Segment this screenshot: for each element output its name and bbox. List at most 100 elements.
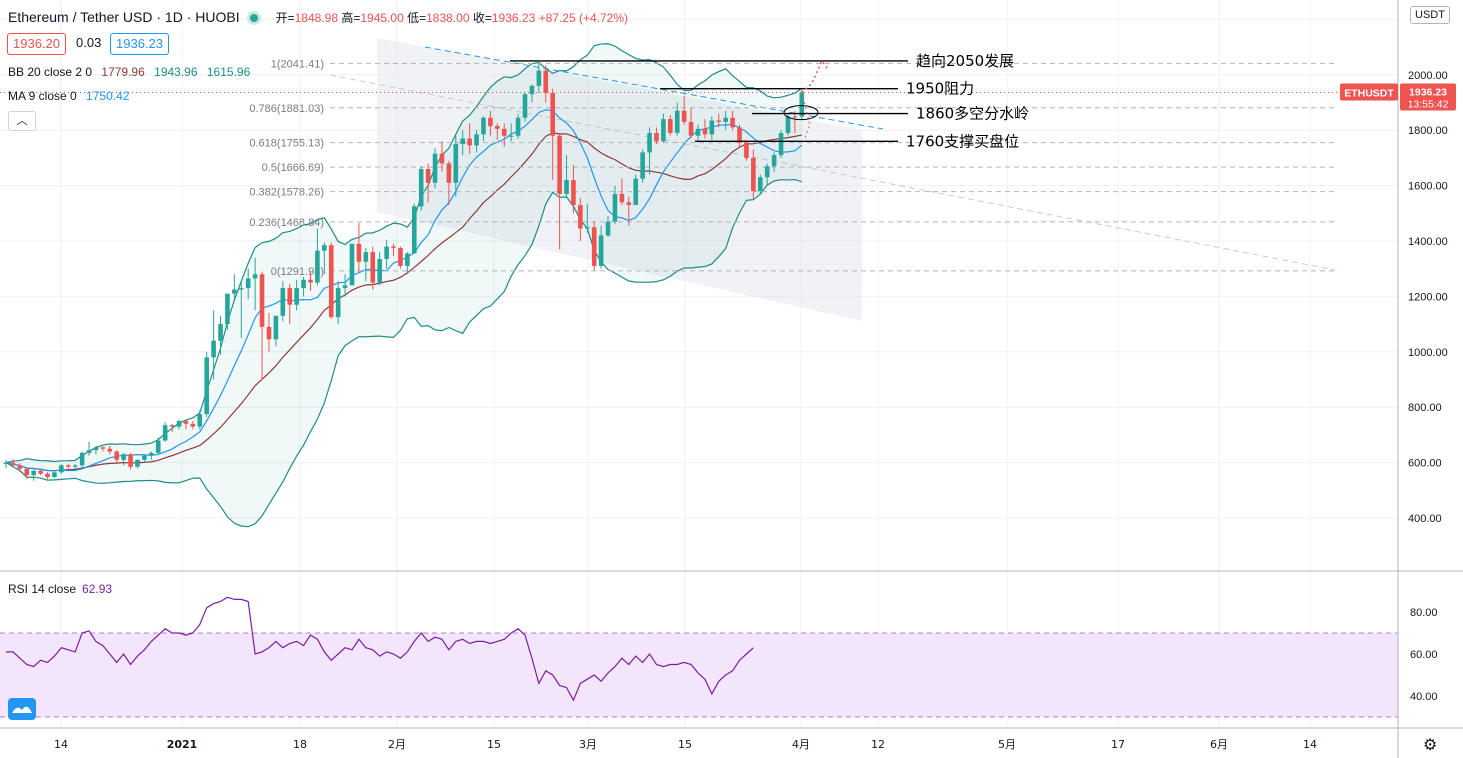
bb-legend[interactable]: BB 20 close 2 0 1779.96 1943.96 1615.96 <box>8 65 251 79</box>
projection-path-down <box>801 92 811 142</box>
candle-body-12-28 <box>162 425 168 441</box>
candle-body-12-20 <box>107 448 113 452</box>
candle-body-01-15 <box>287 288 293 305</box>
candle-body-03-17 <box>709 120 715 135</box>
time-tick-4: 15 <box>487 738 501 751</box>
price-axis[interactable]: 400.00 600.00 800.00 1000.00 1200.00 1400.00 1… <box>1340 70 1456 525</box>
currency-button[interactable]: USDT <box>1410 6 1450 24</box>
candle-body-01-17 <box>301 279 306 289</box>
price-tick-3: 1000.00 <box>1408 347 1448 359</box>
annotations: 趋向2050发展 1950阻力 1860多空分水岭 1760支撑买盘位 <box>510 52 1029 150</box>
bb-upper-value: 1943.96 <box>154 65 198 79</box>
candle-body-03-07 <box>640 152 645 179</box>
highlight-ellipse <box>783 105 819 121</box>
candle-body-12-11 <box>45 473 50 478</box>
annotation-label-3: 1760支撑买盘位 <box>906 132 1019 150</box>
price-tick-0: 400.00 <box>1408 513 1442 525</box>
candle-body-12-31 <box>183 421 189 424</box>
candle-body-03-18 <box>716 120 722 122</box>
symbol-badge-label: ETHUSDT <box>1344 87 1394 99</box>
time-tick-0: 14 <box>54 738 68 751</box>
time-tick-9: 5月 <box>998 738 1016 751</box>
market-status-icon <box>249 13 258 22</box>
candle-body-03-30 <box>799 92 805 117</box>
price-tick-7: 1800.00 <box>1408 125 1448 137</box>
candle-body-03-29 <box>792 116 798 118</box>
symbol-title[interactable]: Ethereum / Tether USD · 1D · HUOBI <box>8 9 240 25</box>
candle-body-01-14 <box>280 288 286 316</box>
time-tick-7: 4月 <box>792 738 810 751</box>
candle-body-01-16 <box>294 288 299 305</box>
candle-body-03-22 <box>744 142 749 158</box>
ma-legend[interactable]: MA 9 close 0 1750.42 <box>8 89 130 103</box>
candle-body-03-12 <box>674 110 680 133</box>
candle-body-02-18 <box>522 94 528 118</box>
candle-body-02-11 <box>474 134 479 146</box>
candle-body-03-08 <box>647 132 652 153</box>
candle-body-12-21 <box>114 451 120 460</box>
candle-body-03-10 <box>661 119 666 142</box>
rsi-band <box>0 633 1398 717</box>
candle-body-03-14 <box>688 121 694 136</box>
ma-line <box>5 109 803 472</box>
candle-body-01-05 <box>218 324 223 341</box>
candle-body-03-11 <box>668 119 673 133</box>
candle-body-03-13 <box>681 110 687 122</box>
candle-body-03-15 <box>695 128 701 136</box>
candle-body-01-21 <box>328 245 334 318</box>
bb-lower-line <box>5 179 802 528</box>
candle-body-01-27 <box>370 252 376 283</box>
candle-body-03-02 <box>605 221 611 236</box>
candle-body-12-23 <box>128 454 133 467</box>
candle-body-01-03 <box>204 357 209 415</box>
candle-body-01-13 <box>273 315 279 340</box>
candle-body-01-02 <box>197 414 203 427</box>
rsi-tick-2: 80.00 <box>1410 607 1438 619</box>
candle-body-03-09 <box>654 132 659 142</box>
annotation-label-2: 1860多空分水岭 <box>916 105 1029 123</box>
descending-channel <box>329 38 1336 321</box>
candle-body-01-11 <box>259 274 265 327</box>
sell-price-button[interactable]: 1936.20 <box>7 33 66 55</box>
fib-label-1: 0.786(1881.03) <box>249 103 324 115</box>
tradingview-logo-icon <box>8 698 36 720</box>
bb-lower-value: 1615.96 <box>206 65 251 79</box>
gear-icon[interactable]: ⚙ <box>1423 737 1438 754</box>
candle-body-02-01 <box>405 253 410 266</box>
candle-body-02-19 <box>529 85 535 95</box>
candle-body-03-19 <box>723 117 728 122</box>
candle-body-01-24 <box>349 243 355 286</box>
candlesticks[interactable] <box>0 63 1398 481</box>
candle-body-03-26 <box>771 155 777 167</box>
last-price-badge <box>1400 83 1456 111</box>
annotation-label-1: 1950阻力 <box>906 80 974 98</box>
rsi-tick-1: 60.00 <box>1410 649 1438 661</box>
time-axis[interactable]: 14 2021 18 2月 15 3月 15 4月 12 5月 17 6月 14 <box>54 738 1317 751</box>
buy-price-button[interactable]: 1936.23 <box>110 33 169 55</box>
candle-body-03-25 <box>764 166 770 178</box>
candle-body-12-26 <box>149 452 154 456</box>
price-tick-5: 1400.00 <box>1408 236 1448 248</box>
fib-trendline <box>329 74 1336 271</box>
candle-body-12-06 <box>10 462 16 466</box>
fib-label-5: 0.236(1468.84) <box>249 217 324 229</box>
candle-body-02-06 <box>439 153 445 164</box>
price-tick-1: 600.00 <box>1408 458 1442 470</box>
candle-body-01-09 <box>245 278 251 289</box>
projection-path-up <box>801 59 829 94</box>
time-tick-12: 14 <box>1303 738 1317 751</box>
candle-body-12-14 <box>65 465 71 467</box>
candle-body-02-02 <box>411 206 417 254</box>
fib-label-0: 1(2041.41) <box>271 58 324 70</box>
candle-body-12-10 <box>38 470 43 474</box>
candle-body-02-23 <box>557 135 562 194</box>
collapse-legend-button[interactable]: ︿ <box>8 111 36 131</box>
rsi-legend[interactable]: RSI 14 close 62.93 <box>8 582 113 596</box>
spread-value: 0.03 <box>71 33 107 53</box>
candle-body-03-01 <box>598 235 604 266</box>
bb-basis-value: 1779.96 <box>101 65 145 79</box>
ma-value: 1750.42 <box>86 89 130 103</box>
candle-body-12-12 <box>52 472 57 478</box>
candle-body-03-21 <box>737 127 742 143</box>
